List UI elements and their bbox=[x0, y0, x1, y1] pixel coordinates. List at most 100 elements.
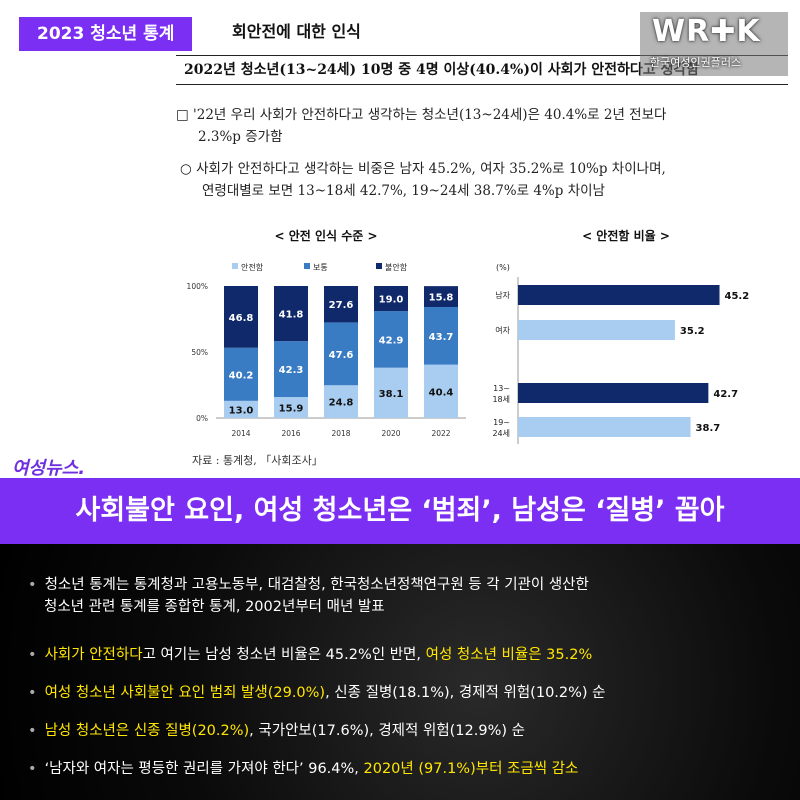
data-label: 38.1 bbox=[379, 389, 404, 400]
x-tick-label: 2018 bbox=[331, 429, 350, 438]
y-tick-label: 100% bbox=[187, 282, 208, 291]
horizontal-bar-chart: < 안전함 비율 > (%) 45.2 남자 35.2 여자 42.7 13~ 18세 38.7 1… bbox=[492, 228, 750, 444]
bottom-panel: • 청소년 통계는 통계청과 고용노동부, 대검찰청, 한국청소년정책연구원 등 … bbox=[0, 544, 800, 800]
bar bbox=[518, 285, 720, 305]
bar-segment bbox=[324, 286, 358, 323]
bar-segment bbox=[374, 286, 408, 312]
data-label: 40.2 bbox=[229, 370, 254, 381]
bar-segment bbox=[224, 347, 258, 401]
bar bbox=[518, 320, 675, 340]
bullet-dot: • bbox=[28, 647, 37, 663]
list-item: • ‘남자와 여자는 평등한 권리를 가져야 한다’ 96.4%, 2020년 (… bbox=[28, 758, 788, 780]
y-tick-label: 50% bbox=[191, 348, 208, 357]
data-label: 35.2 bbox=[680, 326, 705, 337]
data-label: 46.8 bbox=[229, 313, 254, 324]
bar-segment bbox=[224, 286, 258, 348]
list-item: • 사회가 안전하다고 여기는 남성 청소년 비율은 45.2%인 반면, 여성 … bbox=[28, 644, 788, 666]
logo-wordmark: WR✚K bbox=[652, 14, 761, 49]
category-tag: 2023 청소년 통계 bbox=[19, 17, 193, 51]
data-label: 19.0 bbox=[379, 295, 404, 306]
bullet-main: □ '22년 우리 사회가 안전하다고 생각하는 청소년(13~24세)은 40… bbox=[176, 104, 776, 148]
category-label: 19~ 24세 bbox=[492, 418, 510, 438]
bullet-dot: • bbox=[28, 577, 37, 593]
x-tick-label: 2022 bbox=[431, 429, 450, 438]
x-tick-label: 2014 bbox=[231, 429, 250, 438]
bullet-sub-line1: ○ 사회가 안전하다고 생각하는 비중은 남자 45.2%, 여자 35.2%로… bbox=[180, 161, 666, 177]
x-tick-label: 2020 bbox=[381, 429, 400, 438]
logo-subtitle: 한국여성인권플러스 bbox=[650, 56, 742, 69]
highlight-text: 2020년 (97.1%)부터 조금씩 감소 bbox=[363, 761, 579, 777]
list-item: • 남성 청소년은 신종 질병(20.2%), 국가안보(17.6%), 경제적 … bbox=[28, 720, 788, 742]
legend-swatch bbox=[376, 263, 382, 269]
legend-label: 불안함 bbox=[385, 262, 408, 272]
data-label: 15.9 bbox=[279, 404, 304, 415]
data-label: 45.2 bbox=[725, 291, 750, 302]
bar-segment bbox=[424, 286, 458, 307]
list-item-text: , 신종 질병(18.1%), 경제적 위험(10.2%) 순 bbox=[325, 685, 606, 701]
bullet-main-line1: □ '22년 우리 사회가 안전하다고 생각하는 청소년(13~24세)은 40… bbox=[176, 107, 667, 123]
bar-segment bbox=[224, 400, 258, 418]
data-label: 38.7 bbox=[696, 423, 721, 434]
list-item: • 여성 청소년 사회불안 요인 범죄 발생(29.0%), 신종 질병(18.1… bbox=[28, 682, 788, 704]
list-item: • 청소년 통계는 통계청과 고용노동부, 대검찰청, 한국청소년정책연구원 등 … bbox=[28, 574, 788, 618]
bullet-dot: • bbox=[28, 685, 37, 701]
list-item-text: ‘남자와 여자는 평등한 권리를 가져야 한다’ 96.4%, bbox=[44, 761, 364, 777]
wrok-logo: WR✚K 한국여성인권플러스 bbox=[640, 12, 788, 76]
data-label: 47.6 bbox=[329, 350, 354, 361]
category-label: 여자 bbox=[495, 325, 510, 335]
data-label: 13.0 bbox=[229, 405, 254, 416]
bar bbox=[518, 383, 709, 403]
data-label: 15.8 bbox=[429, 293, 454, 304]
y-tick-label: 0% bbox=[196, 414, 208, 423]
bar-segment bbox=[324, 385, 358, 418]
unit-label: (%) bbox=[496, 263, 510, 272]
bullet-main-line2: 2.3%p 증가함 bbox=[198, 129, 283, 145]
bullet-dot: • bbox=[28, 723, 37, 739]
data-label: 42.9 bbox=[379, 335, 404, 346]
bar-segment bbox=[324, 322, 358, 386]
data-label: 42.7 bbox=[713, 389, 738, 400]
x-tick-label: 2016 bbox=[281, 429, 300, 438]
data-label: 43.7 bbox=[429, 332, 454, 343]
legend-swatch bbox=[304, 263, 310, 269]
headline: 사회불안 요인, 여성 청소년은 ‘범죄’, 남성은 ‘질병’ 꼽아 bbox=[0, 478, 800, 544]
legend-label: 보통 bbox=[313, 263, 328, 272]
highlight-text: 여성 청소년 사회불안 요인 범죄 발생(29.0%) bbox=[44, 685, 326, 701]
data-label: 42.3 bbox=[279, 365, 304, 376]
bullet-sub-line2: 연령대별로 보면 13~18세 42.7%, 19~24세 38.7%로 4%p… bbox=[202, 183, 605, 199]
logo-background bbox=[640, 12, 788, 76]
data-label: 40.4 bbox=[429, 387, 454, 398]
category-label: 13~ 18세 bbox=[492, 384, 510, 404]
data-label: 27.6 bbox=[329, 300, 354, 311]
bar-segment bbox=[374, 311, 408, 368]
bar-segment bbox=[424, 306, 458, 365]
stacked-bar-chart: < 안전 인식 수준 > 안전함 보통 불안함 0% 50% 100% 13.0 40.2 46.… bbox=[187, 228, 466, 438]
bar-segment bbox=[274, 397, 308, 418]
bullet-sub: ○ 사회가 안전하다고 생각하는 비중은 남자 45.2%, 여자 35.2%로… bbox=[180, 158, 780, 202]
highlight-text: 사회가 안전하다 bbox=[44, 647, 143, 663]
list-item-text: 고 여기는 남성 청소년 비율은 45.2%인 반면, bbox=[142, 647, 426, 663]
data-label: 24.8 bbox=[329, 398, 354, 409]
list-item-text: , 국가안보(17.6%), 경제적 위험(12.9%) 순 bbox=[249, 723, 525, 739]
bar bbox=[518, 417, 691, 437]
bar-segment bbox=[424, 364, 458, 418]
highlight-text: 남성 청소년은 신종 질병(20.2%) bbox=[44, 723, 250, 739]
document-image: 회안전에 대한 인식 2022년 청소년(13~24세) 10명 중 4명 이상… bbox=[0, 0, 800, 478]
list-item-text-cont: 청소년 관련 통계를 종합한 통계, 2002년부터 매년 발표 bbox=[44, 599, 385, 615]
legend-swatch bbox=[232, 263, 238, 269]
document-heading: 회안전에 대한 인식 bbox=[232, 22, 361, 41]
highlight-text: 여성 청소년 비율은 35.2% bbox=[425, 647, 593, 663]
bar-segment bbox=[274, 341, 308, 398]
category-label: 남자 bbox=[495, 291, 510, 300]
list-item-text: 청소년 통계는 통계청과 고용노동부, 대검찰청, 한국청소년정책연구원 등 각… bbox=[44, 577, 589, 593]
bar-segment bbox=[374, 367, 408, 418]
chart-title: < 안전 인식 수준 > bbox=[274, 228, 377, 243]
bullet-dot: • bbox=[28, 761, 37, 777]
summary-box: 2022년 청소년(13~24세) 10명 중 4명 이상(40.4%)이 사회… bbox=[176, 55, 788, 85]
legend-label: 안전함 bbox=[241, 262, 264, 272]
bar-segment bbox=[274, 286, 308, 342]
data-label: 41.8 bbox=[279, 310, 304, 321]
news-brand: 여성뉴스. bbox=[0, 452, 100, 479]
news-brand-text: 여성뉴스. bbox=[12, 458, 86, 479]
chart-title: < 안전함 비율 > bbox=[582, 228, 670, 243]
